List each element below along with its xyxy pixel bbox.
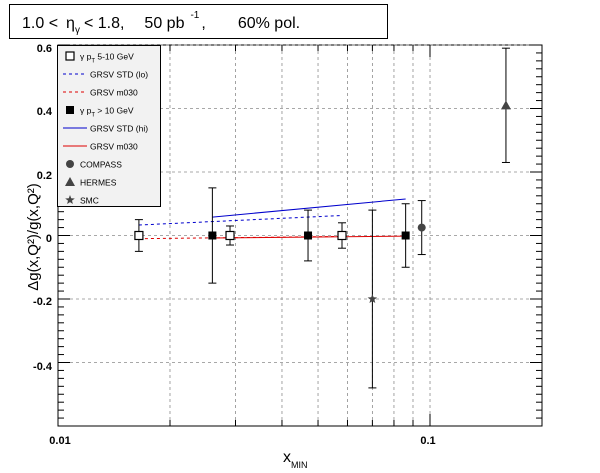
plot-header: 1.0 < ηγ < 1.8, 50 pb -1, 60% pol.: [9, 4, 388, 39]
legend-entry: GRSV STD (hi): [63, 124, 148, 134]
triangle-marker: [500, 100, 511, 110]
legend-entry: GRSV m030: [63, 88, 138, 98]
y-tick-label: 0.4: [37, 106, 53, 118]
open-square-marker: [134, 230, 144, 241]
legend-entry: GRSV m030: [63, 142, 138, 152]
data-point: [134, 219, 144, 252]
data-point: [337, 222, 347, 249]
open-square-marker: [225, 230, 235, 241]
y-tick-label: 0.6: [37, 43, 52, 55]
filled-square-marker: [401, 231, 410, 240]
circle-marker: [66, 160, 74, 168]
y-tick-label: -0.2: [33, 296, 52, 308]
data-point: [304, 209, 313, 262]
y-tick-label: 0: [46, 233, 52, 245]
curves: [138, 198, 406, 240]
y-tick-label: -0.4: [33, 361, 53, 373]
ticks: [57, 44, 543, 427]
legend-label: GRSV STD (lo): [90, 70, 148, 80]
theory-curve: [138, 214, 343, 226]
legend-entry: HERMES: [65, 177, 117, 188]
legend-label: HERMES: [80, 178, 117, 188]
x-tick-label: 0.1: [420, 435, 435, 447]
data-point: [500, 47, 511, 163]
open-square-marker: [65, 51, 75, 61]
legend-entry: SMC: [65, 195, 99, 206]
x-tick-labels: 0.01 0.1: [49, 435, 435, 447]
data-point: [417, 200, 426, 256]
legend-entry: GRSV STD (lo): [63, 70, 148, 80]
star-marker: [367, 294, 378, 303]
header-text: 1.0 < ηγ < 1.8, 50 pb -1, 60% pol.: [22, 10, 300, 36]
x-axis-title: xMIN: [283, 449, 308, 470]
data-point: [208, 187, 217, 284]
legend-label: SMC: [80, 196, 99, 206]
y-tick-label: 0.2: [37, 170, 52, 182]
filled-square-marker: [66, 106, 74, 114]
legend-label: GRSV m030: [90, 88, 138, 98]
data-point: [401, 203, 410, 268]
circle-marker: [417, 223, 426, 232]
legend: γ pT 5-10 GeV GRSV STD (lo) GRSV m030 γ pT …: [57, 45, 161, 207]
theory-curve: [212, 198, 406, 218]
legend-label: γ pT > 10 GeV: [80, 106, 134, 119]
filled-square-marker: [208, 231, 217, 240]
legend-label: GRSV m030: [90, 142, 138, 152]
legend-label: COMPASS: [80, 160, 122, 170]
legend-label: γ pT 5-10 GeV: [80, 52, 134, 65]
x-tick-label: 0.01: [49, 435, 70, 447]
y-axis-title: Δg(x,Q²)/g(x,Q²): [25, 183, 42, 291]
data-points: [134, 47, 511, 389]
legend-entry: γ pT 5-10 GeV: [65, 51, 134, 65]
triangle-marker: [65, 177, 75, 186]
open-square-marker: [337, 230, 347, 241]
legend-label: GRSV STD (hi): [90, 124, 148, 134]
legend-entry: COMPASS: [66, 160, 122, 170]
legend-entry: γ pT > 10 GeV: [66, 106, 134, 119]
data-point: [225, 225, 235, 246]
y-tick-labels: -0.4 -0.2 0 0.2 0.4 0.6: [33, 43, 53, 373]
star-marker: [65, 195, 75, 204]
filled-square-marker: [304, 231, 313, 240]
data-point: [367, 209, 378, 389]
